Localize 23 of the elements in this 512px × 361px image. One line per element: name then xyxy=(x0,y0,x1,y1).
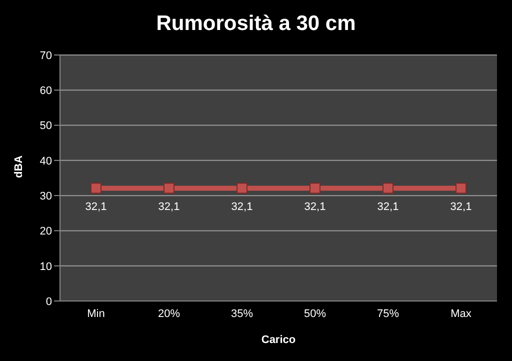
data-label: 32,1 xyxy=(85,201,107,214)
x-tick-label: 20% xyxy=(158,308,180,320)
y-tick-label: 50 xyxy=(40,120,52,132)
x-tick-label: 50% xyxy=(304,308,326,320)
data-label: 32,1 xyxy=(450,201,472,214)
x-axis-title: Carico xyxy=(261,334,296,346)
y-tick-label: 10 xyxy=(40,260,52,273)
x-tick-label: 75% xyxy=(376,308,400,320)
x-tick-label: 35% xyxy=(230,308,254,320)
y-axis-title: dBA xyxy=(12,155,25,178)
y-tick-label: 40 xyxy=(40,155,52,168)
data-label: 32,1 xyxy=(304,201,326,214)
x-tick-label: Min xyxy=(87,308,105,320)
data-label: 32,1 xyxy=(158,201,180,214)
data-label: 32,1 xyxy=(377,201,399,214)
y-tick-label: 20 xyxy=(40,226,52,238)
y-tick-label: 60 xyxy=(40,85,52,98)
data-label: 32,1 xyxy=(231,201,253,214)
y-tick-label: 0 xyxy=(46,296,52,308)
y-tick-label: 30 xyxy=(40,190,52,202)
y-tick-label: 70 xyxy=(40,50,52,62)
x-tick-label: Max xyxy=(450,308,472,320)
chart-title: Rumorosità a 30 cm xyxy=(155,12,357,36)
